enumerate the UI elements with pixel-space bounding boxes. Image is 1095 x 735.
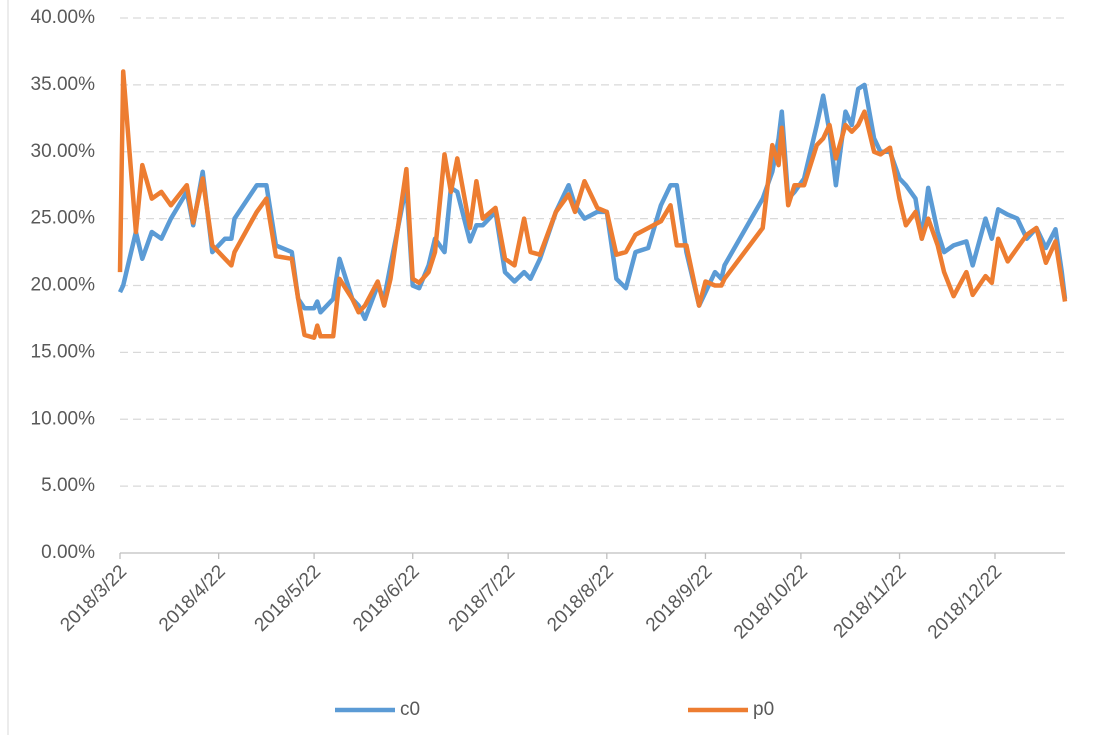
series-line	[117, 69, 1068, 340]
x-tick-label: 2018/11/22	[830, 561, 911, 642]
y-tick-label: 20.00%	[31, 275, 96, 296]
legend-label: c0	[400, 699, 420, 720]
y-tick-label: 0.00%	[41, 542, 95, 563]
y-tick-label: 5.00%	[41, 475, 95, 496]
y-tick-label: 30.00%	[31, 141, 96, 162]
y-tick-label: 35.00%	[31, 74, 96, 95]
y-tick-label: 25.00%	[31, 208, 96, 229]
legend-label: p0	[753, 699, 774, 720]
y-tick-label: 40.00%	[31, 7, 96, 28]
y-tick-label: 15.00%	[31, 341, 96, 362]
y-tick-label: 10.00%	[31, 408, 96, 429]
x-tick-label: 2018/3/22	[56, 561, 131, 636]
x-tick-label: 2018/8/22	[543, 561, 618, 636]
x-tick-label: 2018/6/22	[349, 561, 424, 636]
x-tick-label: 2018/9/22	[642, 561, 717, 636]
x-tick-label: 2018/12/22	[924, 561, 1006, 643]
x-tick-label: 2018/7/22	[445, 561, 520, 636]
x-tick-label: 2018/5/22	[251, 561, 326, 636]
x-tick-label: 2018/10/22	[730, 561, 812, 643]
x-tick-label: 2018/4/22	[155, 561, 230, 636]
